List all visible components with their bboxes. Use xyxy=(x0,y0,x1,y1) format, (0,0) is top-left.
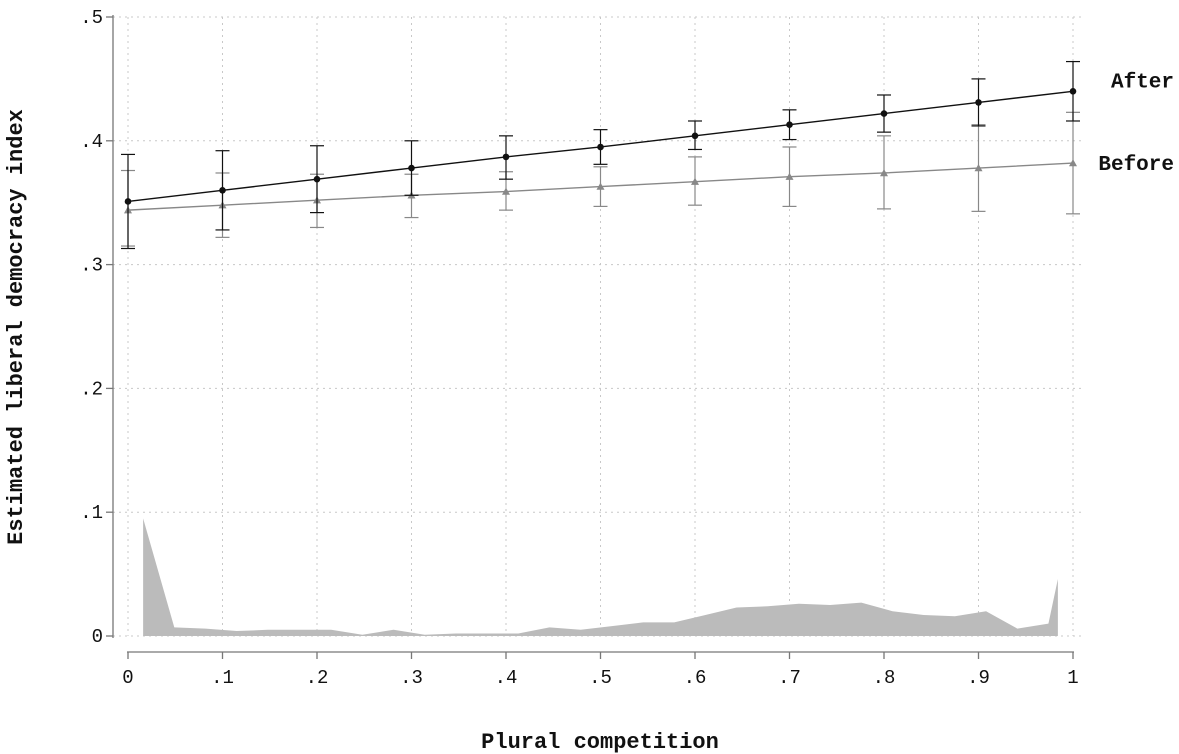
x-axis-title: Plural competition xyxy=(481,730,719,754)
series-label-before: Before xyxy=(1098,154,1174,177)
point-after xyxy=(502,153,510,161)
point-after xyxy=(1069,87,1077,95)
point-before xyxy=(785,172,794,180)
point-after xyxy=(124,198,132,205)
histogram xyxy=(143,518,1058,636)
histogram-area xyxy=(143,518,1058,636)
x-tick-label: .9 xyxy=(967,667,990,689)
point-before xyxy=(502,187,510,195)
x-tick-label: .4 xyxy=(495,667,518,689)
x-tick-label: .6 xyxy=(684,667,707,689)
y-tick-label: .5 xyxy=(80,7,103,29)
point-after xyxy=(786,121,793,129)
point-before xyxy=(1069,159,1077,167)
point-after xyxy=(975,99,982,106)
point-after xyxy=(408,164,415,172)
point-before xyxy=(880,168,888,177)
gridlines xyxy=(113,16,1081,637)
point-after xyxy=(597,143,604,151)
y-tick-label: .3 xyxy=(80,255,103,277)
point-after xyxy=(691,132,699,140)
x-tick-label: .1 xyxy=(211,667,234,689)
x-tick-label: 0 xyxy=(122,667,133,689)
y-axis: 0 .1 .2 .3 .4 .5 xyxy=(80,7,114,648)
point-after xyxy=(880,110,888,117)
x-axis: 0 .1 .2 .3 .4 .5 .6 .7 .8 .9 1 xyxy=(122,651,1079,689)
series-group: Before After xyxy=(121,60,1174,250)
series-before: Before xyxy=(121,111,1174,247)
x-tick-label: .2 xyxy=(306,667,329,689)
y-axis-title: Estimated liberal democracy index xyxy=(4,109,29,545)
series-label-after: After xyxy=(1111,71,1174,94)
y-tick-label: .1 xyxy=(80,502,103,524)
point-after xyxy=(219,187,226,194)
x-tick-label: .7 xyxy=(778,667,801,689)
point-before xyxy=(974,164,983,172)
point-after xyxy=(313,175,321,183)
y-tick-label: .4 xyxy=(80,131,103,153)
point-before xyxy=(596,182,605,190)
x-tick-label: .3 xyxy=(400,667,423,689)
y-tick-label: .2 xyxy=(80,378,103,400)
point-before xyxy=(691,177,699,185)
x-tick-label: .8 xyxy=(873,667,896,689)
y-tick-label: 0 xyxy=(92,626,103,648)
x-tick-label: .5 xyxy=(589,667,612,689)
x-tick-label: 1 xyxy=(1067,667,1078,689)
series-after: After xyxy=(121,60,1174,250)
